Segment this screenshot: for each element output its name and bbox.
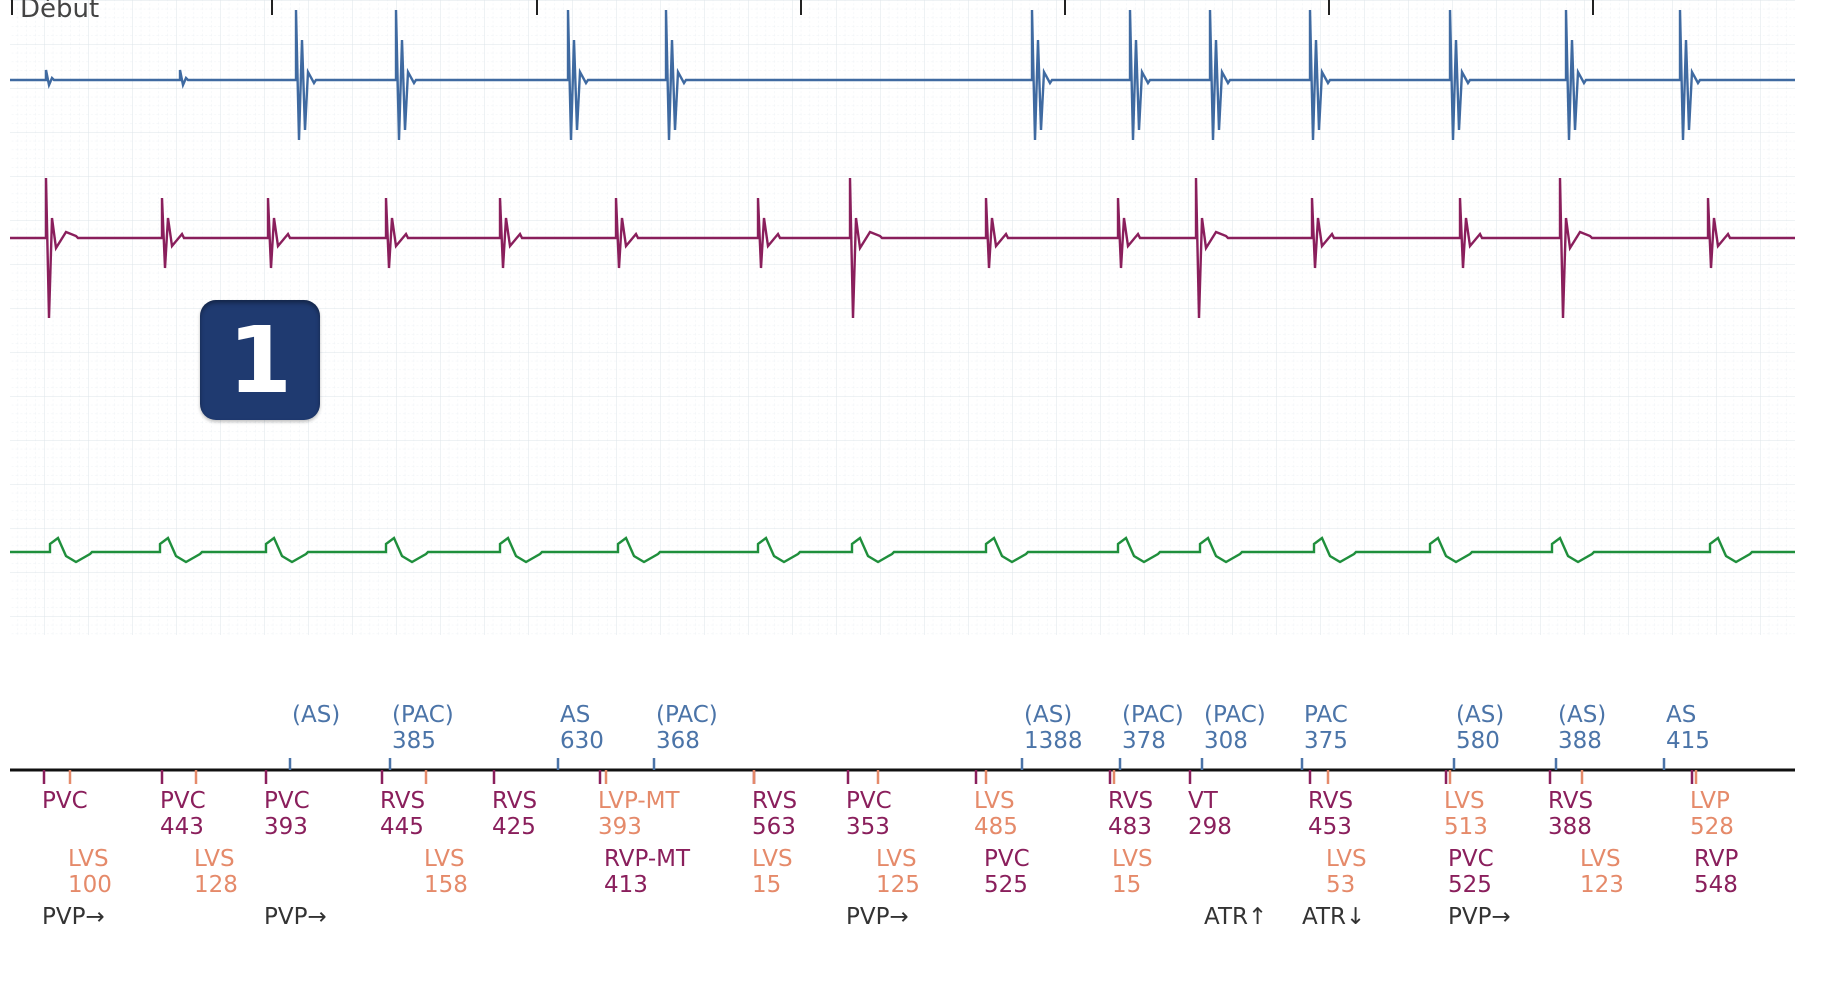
event-annotation: ATR↑ (1204, 904, 1268, 930)
lower-marker-value: 128 (194, 872, 238, 898)
atrial-marker-value: 580 (1456, 728, 1500, 754)
lower-marker-label: LVS (1112, 846, 1153, 872)
lower-marker-label: LVS (68, 846, 109, 872)
atrial-marker-label: AS (1666, 702, 1697, 728)
ventricular-marker-label: RVS (492, 788, 538, 814)
ventricular-marker-label: PVC (160, 788, 206, 814)
lower-marker-value: 53 (1326, 872, 1356, 898)
ventricular-marker-value: 388 (1548, 814, 1592, 840)
event-annotation: PVP→ (1448, 904, 1511, 930)
shock-egm-trace (10, 536, 1795, 564)
ventricular-marker-label: LVP-MT (598, 788, 680, 814)
event-annotation: ATR↓ (1302, 904, 1366, 930)
lower-marker-value: 413 (604, 872, 648, 898)
ventricular-marker-value: 528 (1690, 814, 1734, 840)
ventricular-marker-value: 443 (160, 814, 204, 840)
ventricular-marker-value: 445 (380, 814, 424, 840)
ventricular-marker-label: RVS (1308, 788, 1354, 814)
lower-marker-label: LVS (1580, 846, 1621, 872)
atrial-marker-value: 308 (1204, 728, 1248, 754)
ventricular-marker-label: VT (1188, 788, 1218, 814)
ventricular-marker-label: PVC (846, 788, 892, 814)
lower-marker-value: 15 (1112, 872, 1142, 898)
lower-marker-label: PVC (1448, 846, 1494, 872)
lower-marker-label: RVP-MT (604, 846, 691, 872)
ventricular-marker-value: 393 (264, 814, 308, 840)
ventricular-marker-label: RVS (1548, 788, 1594, 814)
ventricular-marker-value: 425 (492, 814, 536, 840)
atrial-marker-value: 1388 (1024, 728, 1083, 754)
lower-marker-label: LVS (194, 846, 235, 872)
ventricular-marker-value: 513 (1444, 814, 1488, 840)
event-annotation: PVP→ (42, 904, 105, 930)
atrial-marker-value: 630 (560, 728, 604, 754)
event-annotation: PVP→ (264, 904, 327, 930)
ventricular-egm-trace (10, 177, 1795, 319)
ventricular-marker-value: 485 (974, 814, 1018, 840)
lower-marker-label: LVS (752, 846, 793, 872)
lower-marker-value: 15 (752, 872, 782, 898)
atrial-marker-value: 415 (1666, 728, 1710, 754)
ventricular-marker-label: RVS (1108, 788, 1154, 814)
atrial-marker-label: (PAC) (1204, 702, 1266, 728)
atrial-marker-value: 378 (1122, 728, 1166, 754)
atrial-marker-label: (AS) (1456, 702, 1505, 728)
atrial-marker-label: (PAC) (656, 702, 718, 728)
ventricular-marker-label: PVC (264, 788, 310, 814)
atrial-marker-label: (AS) (1024, 702, 1073, 728)
atrial-marker-value: 375 (1304, 728, 1348, 754)
lower-marker-value: 548 (1694, 872, 1738, 898)
lower-marker-value: 525 (984, 872, 1028, 898)
lower-marker-value: 525 (1448, 872, 1492, 898)
ventricular-marker-value: 393 (598, 814, 642, 840)
ventricular-marker-value: 298 (1188, 814, 1232, 840)
ventricular-marker-value: 483 (1108, 814, 1152, 840)
lower-marker-value: 100 (68, 872, 112, 898)
lower-marker-label: PVC (984, 846, 1030, 872)
ventricular-marker-label: PVC (42, 788, 88, 814)
ventricular-marker-value: 453 (1308, 814, 1352, 840)
atrial-marker-label: AS (560, 702, 591, 728)
lower-marker-label: LVS (1326, 846, 1367, 872)
lower-marker-label: LVS (424, 846, 465, 872)
atrial-marker-value: 388 (1558, 728, 1602, 754)
ventricular-marker-label: RVS (380, 788, 426, 814)
lower-marker-value: 123 (1580, 872, 1624, 898)
ventricular-marker-value: 353 (846, 814, 890, 840)
atrial-marker-value: 368 (656, 728, 700, 754)
time-ticks (11, 0, 1594, 15)
lower-marker-value: 125 (876, 872, 920, 898)
ventricular-marker-value: 563 (752, 814, 796, 840)
ventricular-marker-label: LVP (1690, 788, 1730, 814)
event-annotation: PVP→ (846, 904, 909, 930)
ventricular-marker-label: LVS (1444, 788, 1485, 814)
step-badge: 1 (200, 300, 320, 420)
lower-marker-value: 158 (424, 872, 468, 898)
atrial-marker-value: 385 (392, 728, 436, 754)
lower-marker-label: RVP (1694, 846, 1739, 872)
start-label: Début (20, 0, 100, 24)
atrial-marker-label: PAC (1304, 702, 1348, 728)
atrial-marker-label: (PAC) (392, 702, 454, 728)
atrial-egm-trace (10, 9, 1795, 141)
marker-ticks (42, 758, 1698, 784)
ventricular-marker-label: LVS (974, 788, 1015, 814)
atrial-marker-label: (PAC) (1122, 702, 1184, 728)
ventricular-marker-label: RVS (752, 788, 798, 814)
lower-marker-label: LVS (876, 846, 917, 872)
atrial-marker-label: (AS) (1558, 702, 1607, 728)
atrial-marker-label: (AS) (292, 702, 341, 728)
